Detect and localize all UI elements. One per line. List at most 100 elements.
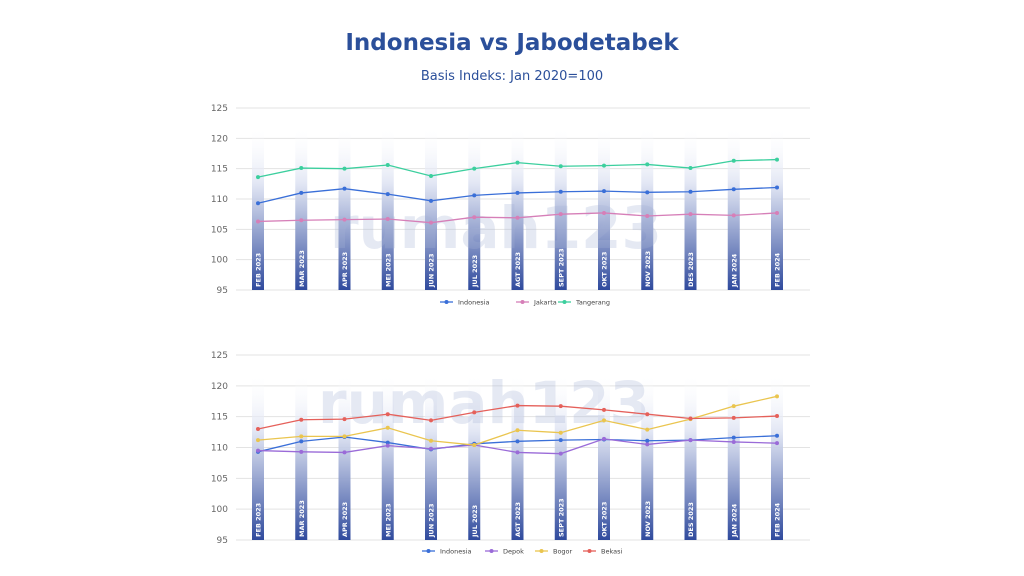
data-point-indonesia [645,190,650,195]
data-point-jakarta [429,220,433,225]
x-tick-label: JUL 2023 [471,505,479,538]
x-tick-label: MEI 2023 [384,503,392,537]
data-point-bogor [472,443,477,448]
data-point-bogor [515,428,520,433]
legend-swatch-dot [562,300,567,304]
category-bar [727,126,740,290]
data-point-tangerang [385,163,390,168]
legend-swatch-dot [426,549,431,553]
data-point-bogor [429,438,433,443]
category-bar [252,126,264,290]
data-point-tangerang [472,166,477,171]
data-point-tangerang [515,160,520,165]
data-point-indonesia [472,193,477,198]
data-point-bogor [602,418,606,423]
watermark-logo: rumah123 [330,194,662,262]
data-point-bekasi [342,417,347,422]
y-tick-label: 95 [217,286,228,296]
legend-swatch-dot [489,549,494,553]
data-point-depok [385,443,390,448]
legend-label: Indonesia [440,547,471,555]
y-tick-label: 95 [217,536,228,546]
page-subtitle: Basis Indeks: Jan 2020=100 [420,69,604,84]
category-bar [295,126,308,290]
x-tick-label: FEB 2024 [774,252,782,287]
data-point-indonesia [602,189,606,194]
category-bar [727,373,740,540]
data-point-bogor [645,427,650,432]
data-point-tangerang [775,157,779,162]
data-point-bogor [731,404,736,409]
x-tick-label: MAR 2023 [298,500,306,537]
y-tick-label: 125 [211,104,228,114]
y-tick-label: 105 [211,474,228,484]
legend-swatch-dot [444,300,449,304]
data-point-tangerang [342,166,347,171]
category-bar [425,373,437,540]
category-bar [598,373,610,540]
data-point-indonesia [688,189,693,194]
data-point-bogor [558,430,563,435]
data-point-depok [558,451,563,456]
data-point-tangerang [602,163,606,168]
x-tick-label: APR 2023 [341,252,349,287]
legend-item-depok: Depok [485,547,524,555]
legend-item-bekasi: Bekasi [583,547,622,555]
data-point-indonesia [256,201,260,206]
data-point-depok [731,439,736,444]
y-tick-label: 105 [211,225,228,235]
category-bar [425,126,437,290]
x-tick-label: AGT 2023 [514,252,522,287]
data-point-tangerang [731,158,736,163]
data-point-bekasi [645,412,650,417]
category-bar [641,126,654,290]
data-point-indonesia [342,186,347,191]
x-tick-label: SEPT 2023 [557,248,565,287]
x-tick-label: NOV 2023 [644,501,652,537]
chart-indonesia-jakarta-tangerang: 95 100 105 110 115 120 125 FEB 2023 MAR 2023 APR … [211,104,810,306]
data-point-tangerang [688,166,693,171]
legend-swatch-dot [539,549,544,553]
category-bar [295,373,308,540]
x-tick-label: DES 2023 [687,502,695,537]
data-point-indonesia [558,438,563,443]
data-point-depok [645,442,650,447]
data-point-indonesia [645,438,650,443]
category-bar [554,373,567,540]
category-bar [511,126,524,290]
data-point-jakarta [731,213,736,218]
data-point-jakarta [342,217,347,222]
y-tick-label: 125 [211,351,228,361]
x-tick-label: FEB 2024 [774,502,782,537]
data-point-depok [299,449,304,454]
category-bar [381,126,394,290]
data-point-indonesia [775,433,779,438]
data-point-tangerang [645,162,650,167]
x-tick-label: JUN 2023 [428,254,436,289]
data-point-jakarta [688,212,693,217]
data-point-jakarta [558,212,563,217]
data-point-depok [429,446,433,451]
data-point-jakarta [645,213,650,218]
data-point-indonesia [515,190,520,195]
data-point-bekasi [429,418,433,423]
data-point-tangerang [429,173,433,178]
data-point-bogor [775,394,779,399]
data-point-depok [688,438,693,443]
data-point-bekasi [558,404,563,409]
x-tick-label: JUN 2023 [428,504,436,539]
category-bar [252,373,264,540]
legend-label: Jakarta [533,298,557,306]
x-tick-label: JUL 2023 [471,255,479,288]
data-point-bogor [299,434,304,439]
data-point-indonesia [515,439,520,444]
x-tick-label: DES 2023 [687,252,695,287]
x-tick-label: OKT 2023 [601,502,609,537]
data-point-depok [342,450,347,455]
data-point-bekasi [256,427,260,431]
data-point-bekasi [515,403,520,408]
legend-item-jakarta: Jakarta [516,298,557,306]
data-point-tangerang [558,164,563,169]
legend-swatch-dot [587,549,592,553]
